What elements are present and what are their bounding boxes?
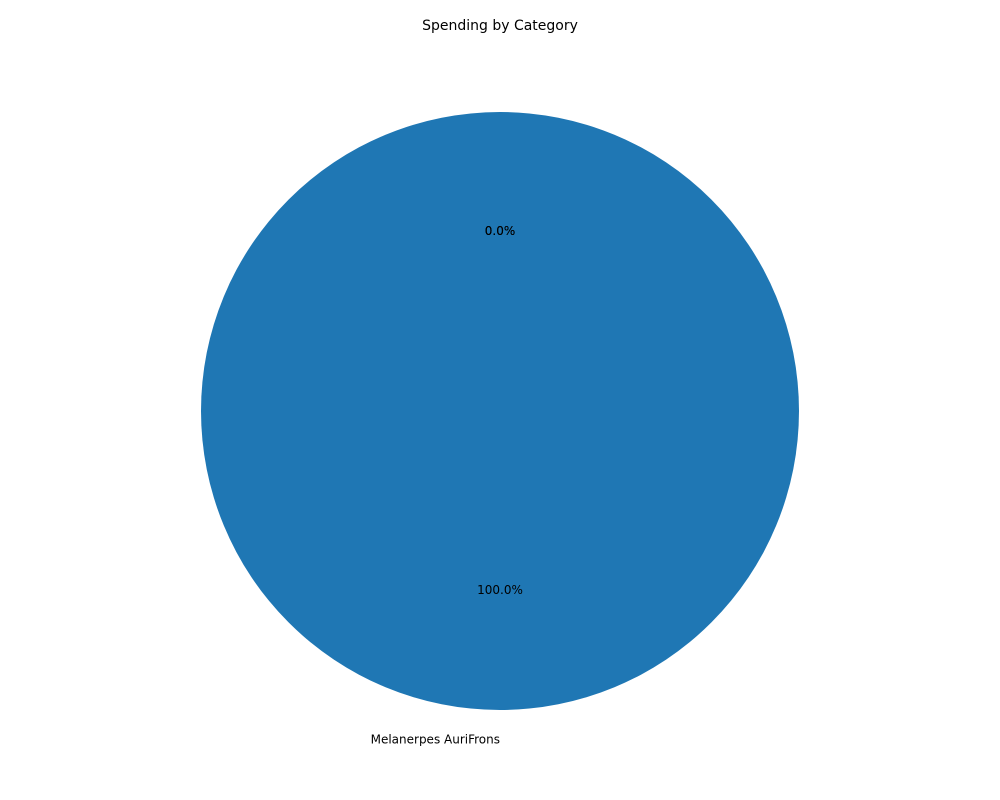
pie-slice-0 [201, 112, 799, 710]
chart-title: Spending by Category [422, 18, 578, 34]
pie-slices [201, 112, 799, 710]
pie-slice-label-0: Melanerpes AuriFrons [371, 732, 500, 746]
pie-slice-percent-0: 100.0% [477, 583, 523, 597]
pie-slice-percent-2: 0.0% [485, 224, 516, 238]
